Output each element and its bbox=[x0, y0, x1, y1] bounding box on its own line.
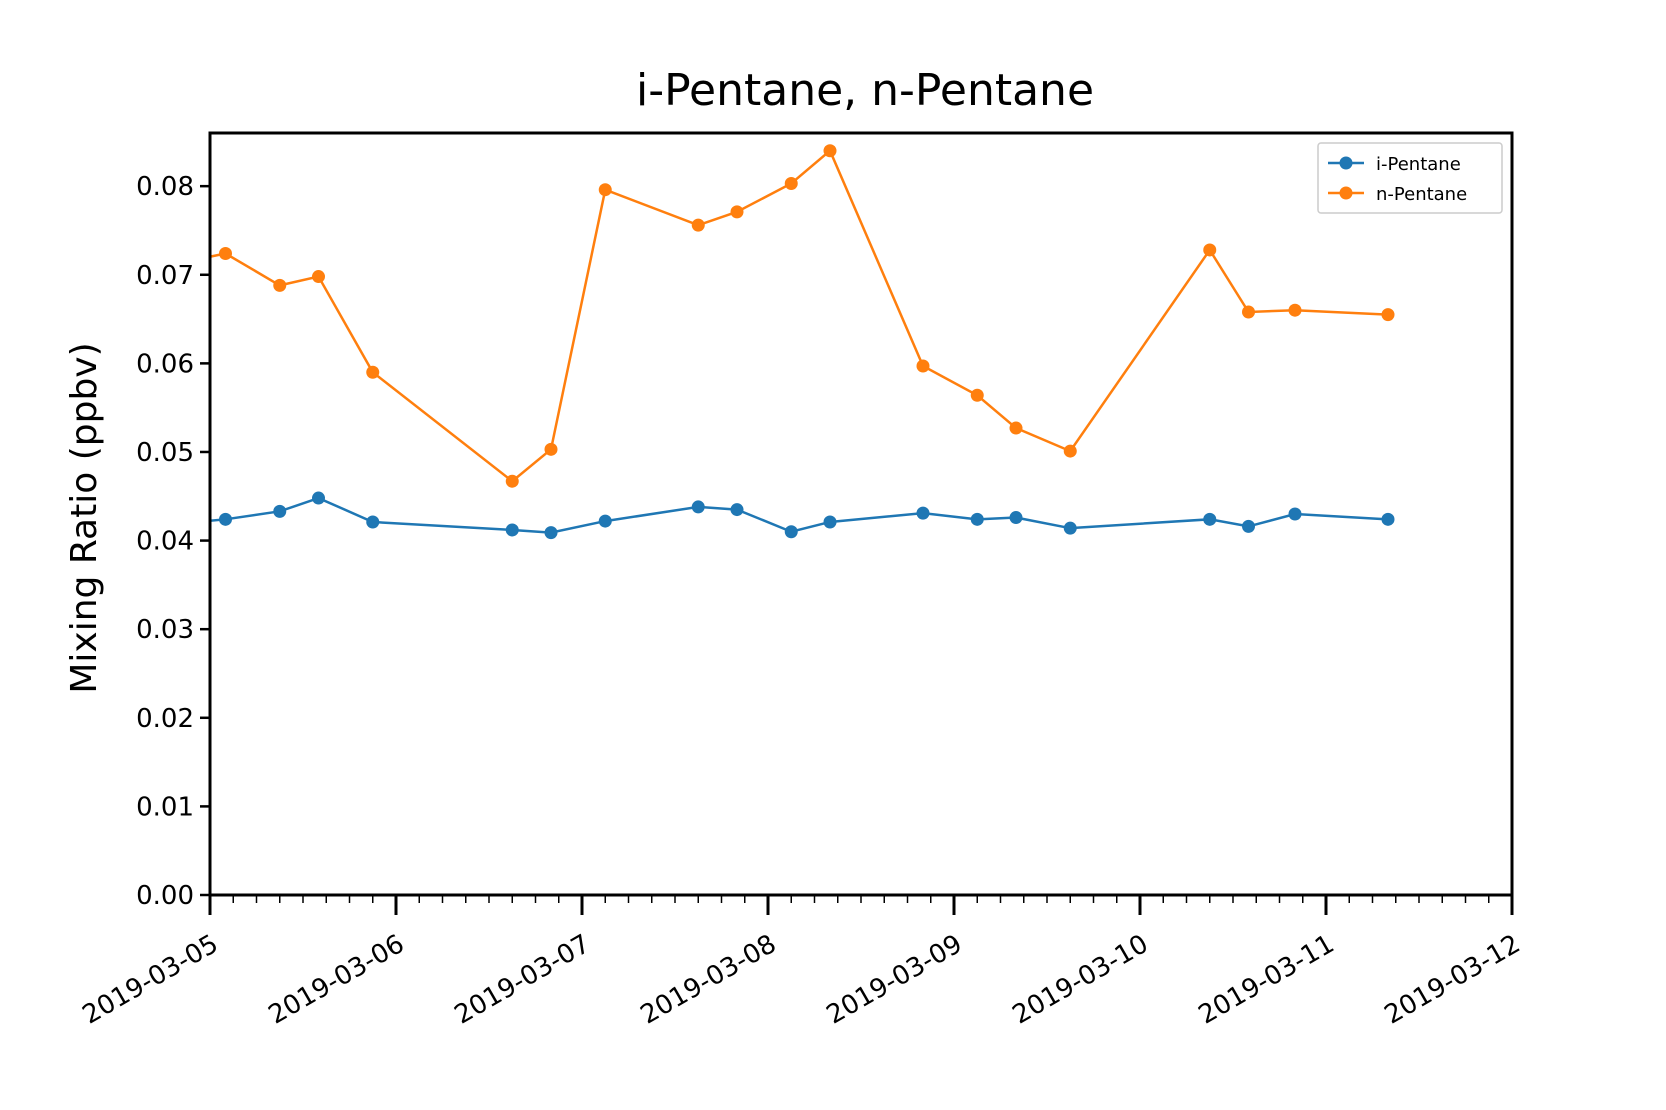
data-point-n-pentane bbox=[273, 278, 287, 292]
legend-box bbox=[1317, 142, 1503, 214]
data-point-n-pentane bbox=[823, 144, 837, 158]
data-point-i-pentane bbox=[1063, 521, 1077, 535]
chart-title: i-Pentane, n-Pentane bbox=[636, 65, 1094, 116]
legend-marker bbox=[1339, 156, 1353, 170]
x-tick-label: 2019-03-12 bbox=[1380, 929, 1526, 1031]
plot-markers bbox=[219, 144, 1395, 540]
data-point-i-pentane bbox=[544, 526, 558, 540]
plot-lines bbox=[210, 148, 1389, 534]
data-point-n-pentane bbox=[730, 205, 744, 219]
data-point-i-pentane bbox=[691, 500, 705, 514]
y-tick-label: 0.02 bbox=[136, 704, 194, 734]
x-tick-label: 2019-03-11 bbox=[1194, 929, 1340, 1031]
data-point-i-pentane bbox=[970, 512, 984, 526]
data-point-i-pentane bbox=[219, 512, 232, 526]
x-tick-label: 2019-03-08 bbox=[636, 929, 782, 1031]
axes: 0.00 0.01 0.02 0.03 0.04 0.05 0.06 0.07 0.08 2019… bbox=[78, 131, 1526, 1031]
x-tick-label: 2019-03-09 bbox=[822, 929, 968, 1031]
series-line-i-pentane bbox=[210, 496, 1389, 534]
data-point-i-pentane bbox=[1009, 511, 1023, 525]
legend-label: i-Pentane bbox=[1376, 154, 1461, 175]
data-point-i-pentane bbox=[366, 515, 380, 529]
data-point-i-pentane bbox=[598, 514, 612, 528]
data-point-n-pentane bbox=[1288, 303, 1302, 317]
data-point-i-pentane bbox=[1288, 507, 1302, 521]
data-point-i-pentane bbox=[273, 504, 287, 518]
data-point-i-pentane bbox=[505, 523, 519, 537]
y-tick-label: 0.08 bbox=[136, 172, 194, 202]
data-point-n-pentane bbox=[1203, 243, 1217, 257]
y-tick-label: 0.06 bbox=[136, 349, 194, 379]
data-point-i-pentane bbox=[784, 525, 798, 539]
data-point-n-pentane bbox=[544, 442, 558, 456]
y-tick-label: 0.05 bbox=[136, 438, 194, 468]
data-point-n-pentane bbox=[598, 183, 612, 197]
data-point-i-pentane bbox=[1242, 519, 1255, 533]
y-tick-label: 0.07 bbox=[136, 261, 194, 291]
data-point-n-pentane bbox=[784, 177, 798, 191]
data-point-n-pentane bbox=[1381, 308, 1395, 322]
data-point-i-pentane bbox=[730, 503, 744, 517]
data-point-n-pentane bbox=[505, 474, 519, 488]
y-tick-label: 0.03 bbox=[136, 615, 194, 645]
legend-label: n-Pentane bbox=[1376, 184, 1467, 205]
x-tick-label: 2019-03-07 bbox=[450, 929, 596, 1031]
data-point-n-pentane bbox=[219, 247, 232, 261]
data-point-i-pentane bbox=[1203, 512, 1217, 526]
x-tick-label: 2019-03-06 bbox=[264, 929, 410, 1031]
data-point-n-pentane bbox=[312, 270, 325, 284]
x-tick-label: 2019-03-05 bbox=[78, 929, 224, 1031]
series-line-n-pentane bbox=[210, 148, 1389, 483]
data-point-n-pentane bbox=[1009, 421, 1023, 435]
data-point-n-pentane bbox=[1063, 444, 1077, 458]
data-point-n-pentane bbox=[970, 388, 984, 402]
y-tick-label: 0.01 bbox=[136, 792, 194, 822]
legend: i-Pentane n-Pentane bbox=[1317, 142, 1503, 214]
y-axis-label: Mixing Ratio (ppbv) bbox=[64, 342, 105, 693]
data-point-i-pentane bbox=[916, 506, 930, 520]
data-point-n-pentane bbox=[366, 365, 380, 379]
legend-marker bbox=[1339, 186, 1353, 200]
data-point-i-pentane bbox=[1381, 512, 1395, 526]
y-tick-label: 0.00 bbox=[136, 881, 194, 911]
data-point-i-pentane bbox=[312, 491, 325, 505]
data-point-n-pentane bbox=[916, 359, 930, 373]
data-point-i-pentane bbox=[823, 515, 837, 529]
y-tick-label: 0.04 bbox=[136, 527, 194, 557]
data-point-n-pentane bbox=[691, 218, 705, 232]
x-tick-label: 2019-03-10 bbox=[1008, 929, 1154, 1031]
data-point-n-pentane bbox=[1242, 305, 1255, 319]
